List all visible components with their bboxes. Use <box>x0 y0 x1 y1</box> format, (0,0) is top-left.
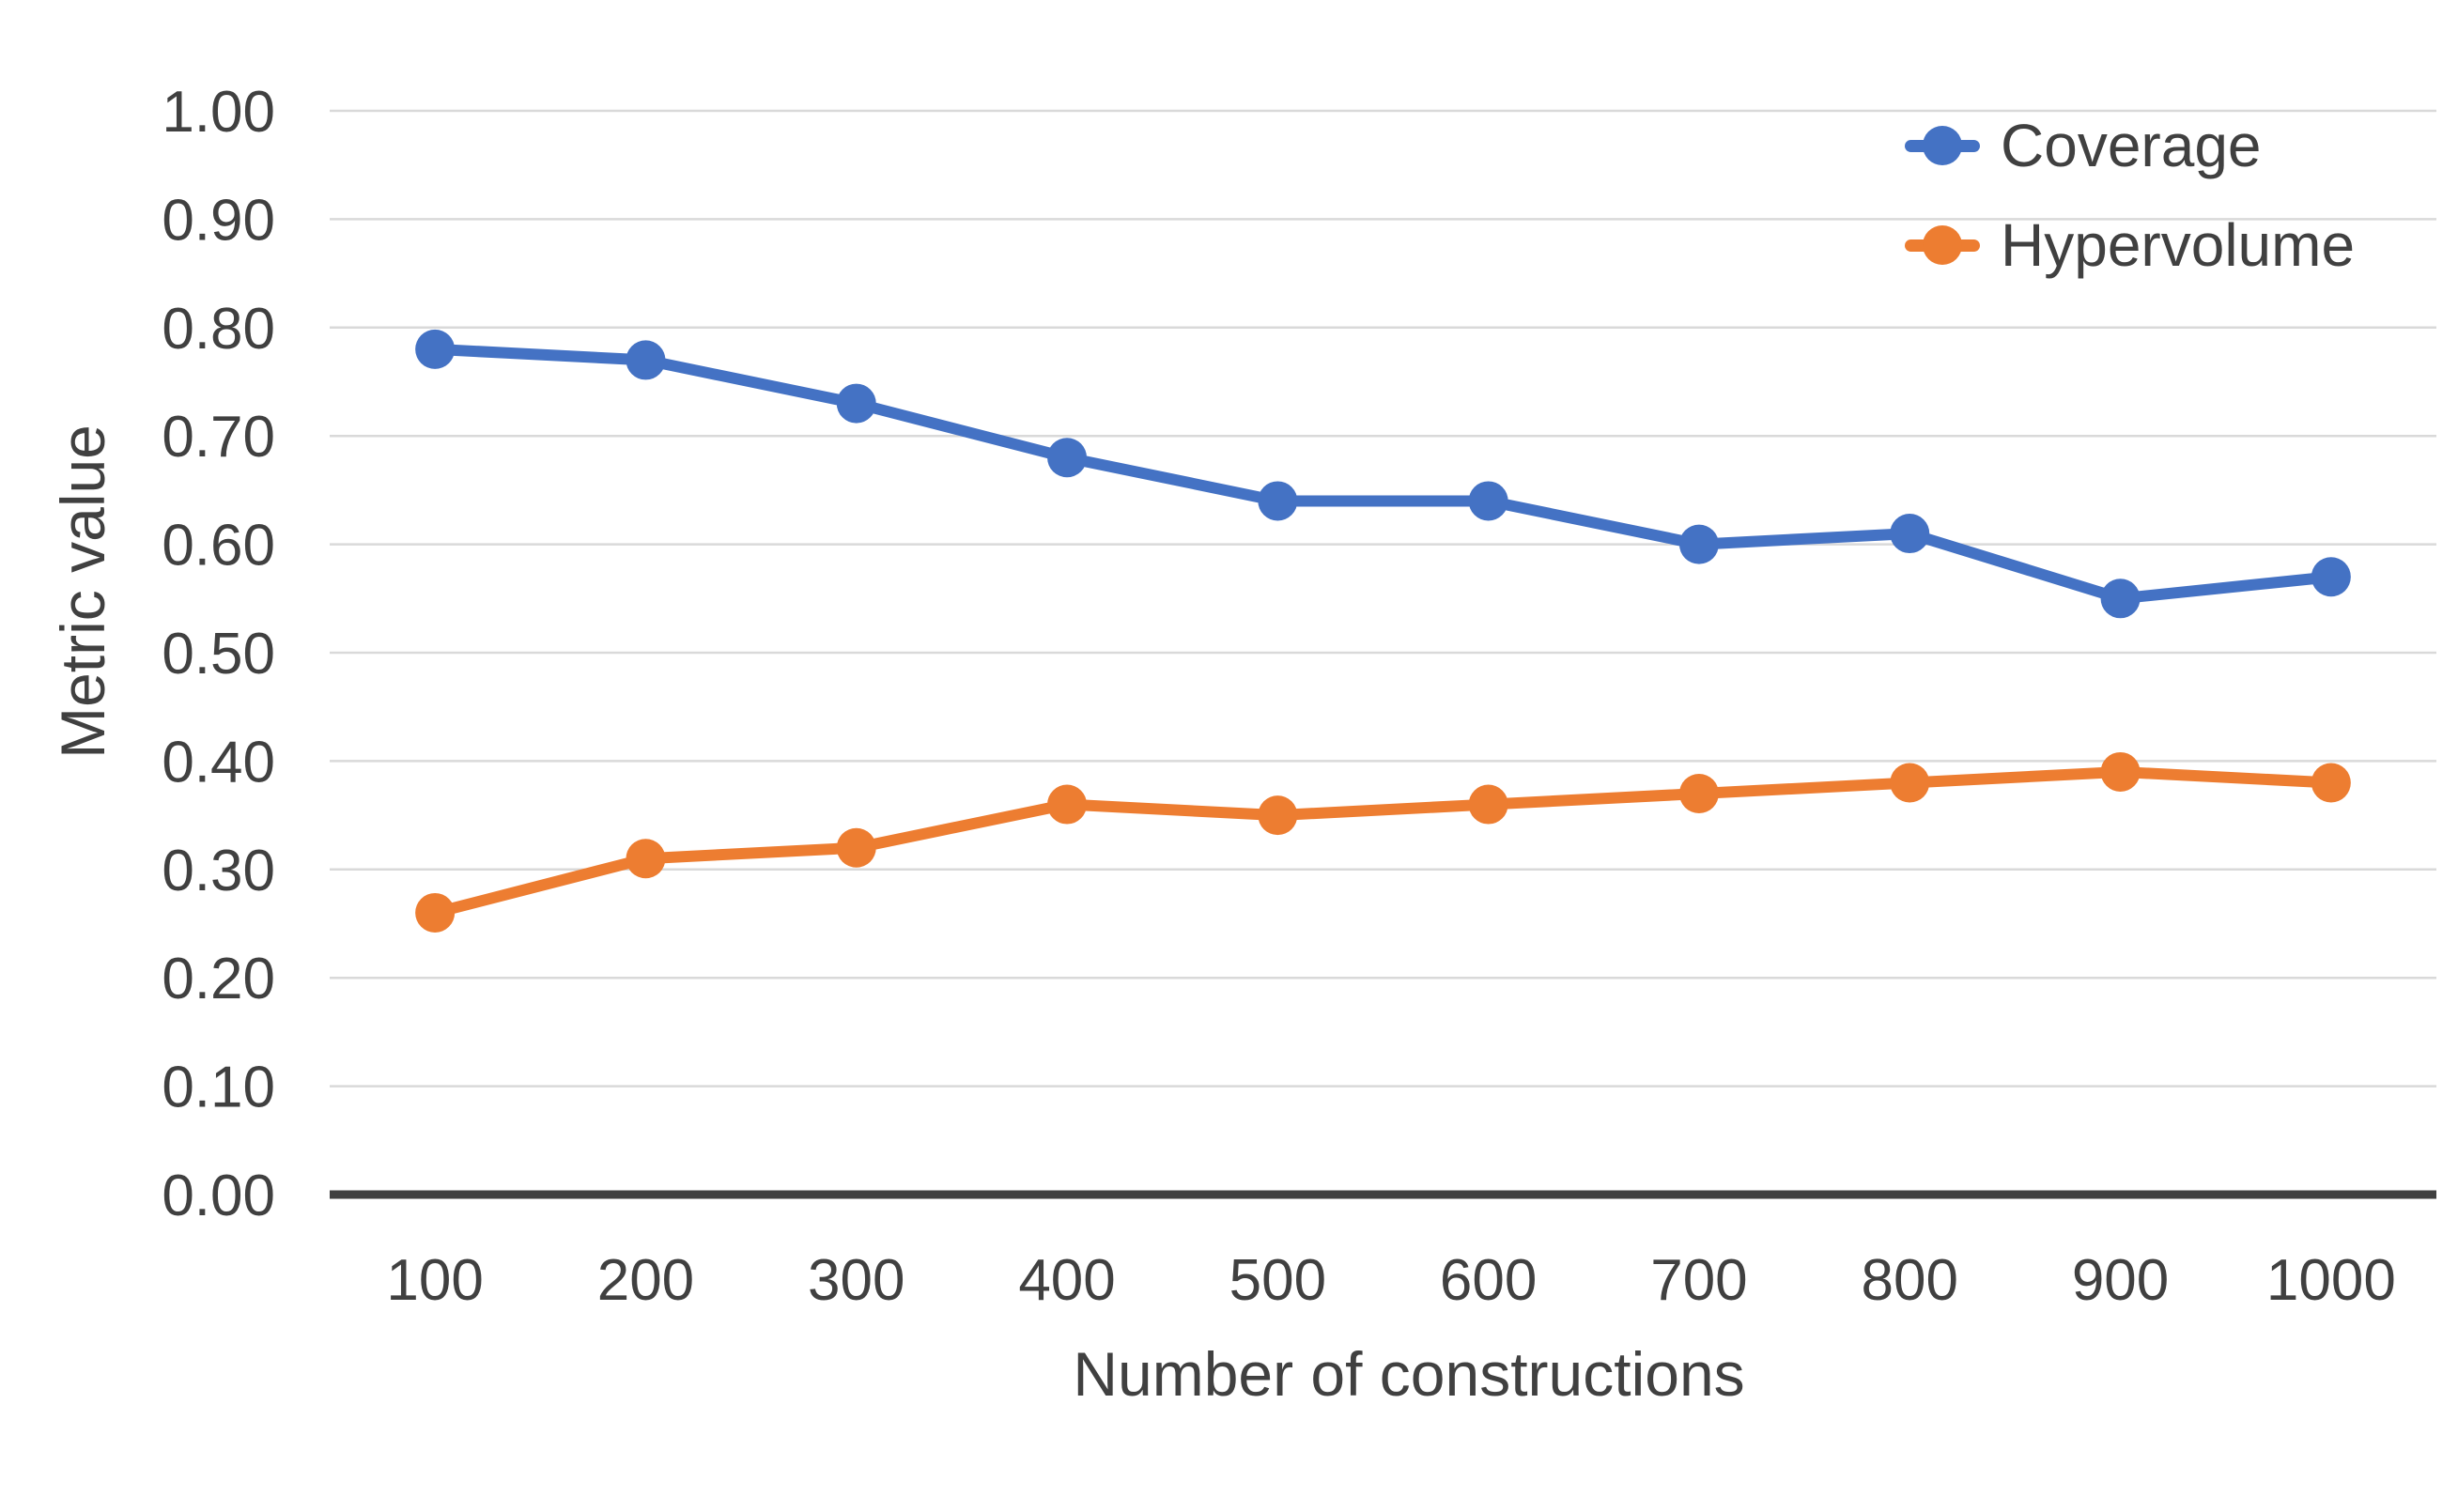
x-tick-label: 200 <box>597 1248 694 1313</box>
hypervolume-marker <box>415 892 456 933</box>
x-tick-label: 800 <box>1862 1248 1958 1313</box>
y-tick-label: 0.90 <box>162 188 275 253</box>
x-tick-label: 1000 <box>2266 1248 2396 1313</box>
legend-label-hypervolume: Hypervolume <box>2001 211 2356 279</box>
x-tick-label: 500 <box>1229 1248 1326 1313</box>
coverage-marker <box>836 383 876 424</box>
legend-item-coverage: Coverage <box>1905 112 2355 179</box>
y-axis-title: Metric value <box>48 424 117 759</box>
coverage-marker <box>1258 481 1298 521</box>
x-tick-label: 900 <box>2072 1248 2169 1313</box>
y-tick-label: 0.40 <box>162 730 275 795</box>
coverage-marker <box>1678 524 1719 564</box>
hypervolume-marker <box>2311 763 2351 803</box>
x-axis-title: Number of constructions <box>1073 1339 1745 1409</box>
coverage-marker <box>1468 481 1508 521</box>
hypervolume-marker <box>1047 784 1088 825</box>
y-tick-label: 1.00 <box>162 80 275 145</box>
coverage-marker <box>415 329 456 369</box>
y-tick-label: 0.30 <box>162 839 275 903</box>
x-tick-label: 400 <box>1018 1248 1115 1313</box>
y-tick-label: 0.50 <box>162 622 275 687</box>
hypervolume-marker <box>1258 795 1298 836</box>
coverage-marker <box>2311 557 2351 597</box>
hypervolume-marker <box>2100 751 2141 792</box>
y-tick-label: 0.80 <box>162 297 275 362</box>
coverage-marker <box>626 340 666 380</box>
coverage-marker <box>1047 438 1088 478</box>
hypervolume-marker <box>626 839 666 879</box>
x-tick-label: 700 <box>1650 1248 1747 1313</box>
legend-label-coverage: Coverage <box>2001 112 2262 179</box>
x-tick-label: 600 <box>1440 1248 1537 1313</box>
legend: Coverage Hypervolume <box>1905 112 2355 279</box>
y-tick-label: 0.70 <box>162 405 275 470</box>
y-tick-label: 0.10 <box>162 1056 275 1120</box>
x-tick-label: 100 <box>386 1248 483 1313</box>
legend-item-hypervolume: Hypervolume <box>1905 211 2355 279</box>
coverage-marker <box>1890 514 1930 554</box>
coverage-dot-icon <box>1923 126 1962 165</box>
hypervolume-dot-icon <box>1923 225 1962 265</box>
coverage-marker <box>2100 579 2141 619</box>
y-tick-label: 0.00 <box>162 1164 275 1228</box>
hypervolume-line-icon <box>1905 225 1980 265</box>
y-tick-label: 0.20 <box>162 947 275 1011</box>
hypervolume-marker <box>836 827 876 868</box>
y-tick-label: 0.60 <box>162 514 275 579</box>
coverage-line <box>429 343 2337 605</box>
hypervolume-line <box>429 765 2337 918</box>
hypervolume-marker <box>1890 763 1930 803</box>
x-tick-label: 300 <box>808 1248 904 1313</box>
hypervolume-marker <box>1468 784 1508 825</box>
coverage-line-icon <box>1905 126 1980 165</box>
hypervolume-marker <box>1678 774 1719 814</box>
